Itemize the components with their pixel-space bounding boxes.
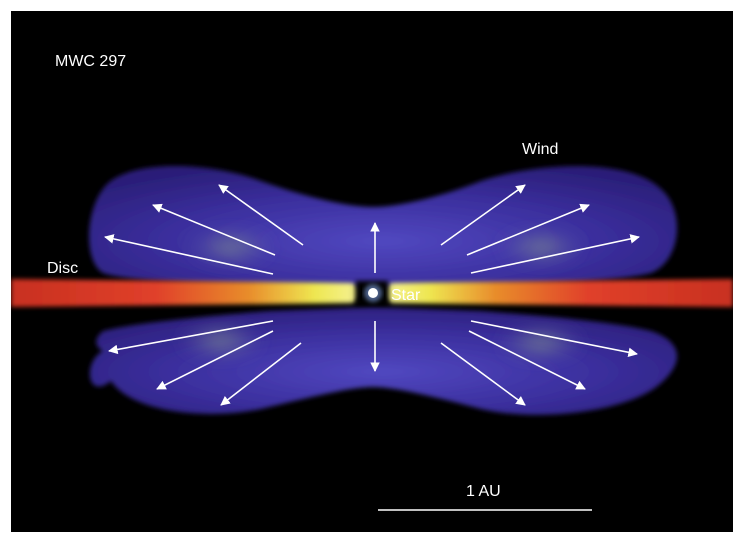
figure-panel: MWC 297 Wind Disc Star 1 AU (11, 11, 733, 532)
object-label: MWC 297 (55, 53, 127, 70)
wind-arrow (468, 330, 586, 390)
lower-wind-lobe (89, 307, 678, 415)
lower-left-glow (176, 323, 266, 359)
wind-arrow (108, 320, 274, 355)
upper-right-glow (496, 229, 586, 265)
scale-label: 1 AU (466, 483, 501, 500)
upper-left-glow (186, 229, 276, 265)
disc-band (11, 279, 733, 307)
wind-arrow (466, 203, 590, 256)
wind-arrow (470, 234, 640, 274)
disc-label: Disc (47, 260, 79, 277)
wind-arrow (218, 184, 304, 246)
wind-arrow (156, 330, 274, 390)
star-label: Star (391, 287, 421, 304)
wind-arrow (440, 342, 526, 406)
wind-arrow (104, 234, 274, 275)
lower-right-glow (496, 325, 586, 361)
wind-label: Wind (522, 141, 559, 158)
star (368, 288, 378, 298)
wind-arrow (440, 184, 526, 246)
wind-arrow (220, 342, 302, 406)
wind-arrow (152, 203, 276, 256)
schematic-svg (11, 166, 733, 511)
wind-arrows (104, 184, 640, 406)
wind-arrow (470, 320, 638, 358)
upper-wind-lobe (89, 166, 678, 291)
